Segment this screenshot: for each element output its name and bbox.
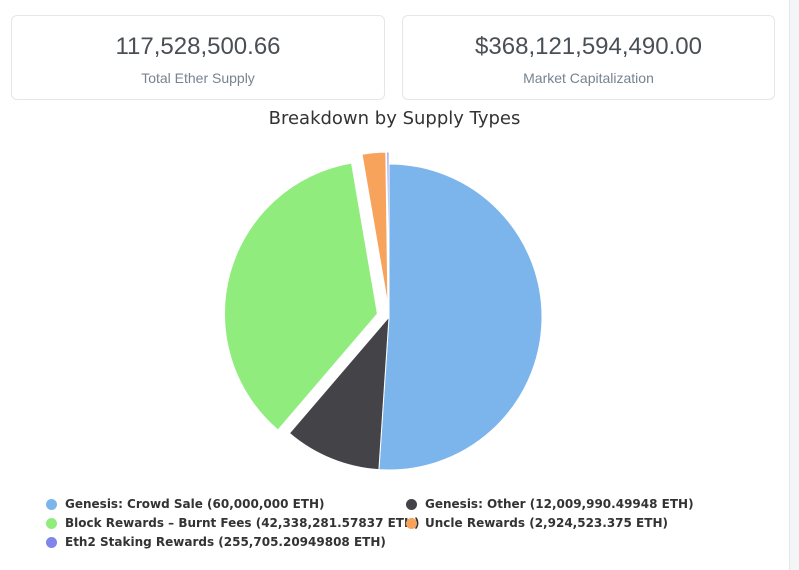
legend-item-uncle-rewards[interactable]: Uncle Rewards (2,924,523.375 ETH) <box>406 516 668 530</box>
pie-slice-genesis-crowd-sale[interactable] <box>378 163 543 471</box>
panel-border <box>789 0 790 570</box>
total-supply-value: 117,528,500.66 <box>115 33 281 60</box>
pie-slice-block-rewards-burnt-fees[interactable] <box>223 162 378 431</box>
legend-label: Uncle Rewards (2,924,523.375 ETH) <box>425 516 668 530</box>
legend-label: Genesis: Crowd Sale (60,000,000 ETH) <box>65 497 325 511</box>
legend-item-genesis-crowd-sale[interactable]: Genesis: Crowd Sale (60,000,000 ETH) <box>46 497 325 511</box>
market-cap-value: $368,121,594,490.00 <box>475 33 702 60</box>
legend-dot-icon <box>406 498 417 510</box>
legend-dot-icon <box>406 517 417 529</box>
chart-title: Breakdown by Supply Types <box>268 108 521 129</box>
pie-slice-eth2-staking-rewards[interactable] <box>386 151 390 306</box>
legend-dot-icon <box>46 517 57 529</box>
pie-slice-uncle-rewards[interactable] <box>361 151 389 306</box>
legend-item-eth2-staking-rewards[interactable]: Eth2 Staking Rewards (255,705.20949808 E… <box>46 535 386 549</box>
legend-label: Block Rewards – Burnt Fees (42,338,281.5… <box>65 516 420 530</box>
legend-item-genesis-other[interactable]: Genesis: Other (12,009,990.49948 ETH) <box>406 497 694 511</box>
legend-label: Genesis: Other (12,009,990.49948 ETH) <box>425 497 694 511</box>
supply-pie-chart <box>223 151 543 471</box>
total-supply-card: 117,528,500.66 Total Ether Supply <box>11 15 385 100</box>
market-cap-label: Market Capitalization <box>523 70 654 86</box>
legend-dot-icon <box>46 536 57 548</box>
legend-item-block-rewards-burnt-fees[interactable]: Block Rewards – Burnt Fees (42,338,281.5… <box>46 516 420 530</box>
pie-slice-genesis-other[interactable] <box>288 315 390 471</box>
legend-label: Eth2 Staking Rewards (255,705.20949808 E… <box>65 535 386 549</box>
total-supply-label: Total Ether Supply <box>141 70 255 86</box>
legend-dot-icon <box>46 498 57 510</box>
market-cap-card: $368,121,594,490.00 Market Capitalizatio… <box>402 15 775 100</box>
